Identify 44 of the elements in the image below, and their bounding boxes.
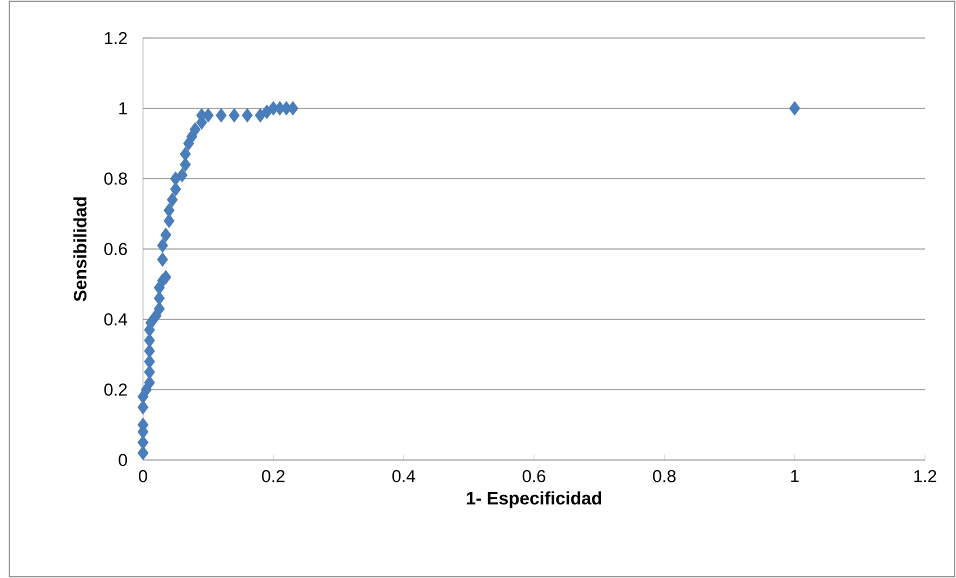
point bbox=[144, 333, 155, 348]
x-tick-label: 1.2 bbox=[914, 470, 936, 482]
point bbox=[138, 446, 148, 460]
x-tick-label: 0.2 bbox=[262, 470, 284, 482]
point bbox=[166, 192, 178, 207]
y-axis-title: Sensibilidad bbox=[73, 197, 87, 302]
point bbox=[164, 214, 175, 228]
point bbox=[144, 354, 155, 369]
point bbox=[157, 252, 168, 267]
x-tick-label: 0.4 bbox=[392, 470, 416, 482]
x-tick-label: 1 bbox=[791, 470, 799, 482]
point bbox=[789, 101, 800, 116]
y-tick-label: 1 bbox=[119, 102, 127, 114]
point bbox=[157, 238, 168, 253]
y-tick-label: 0.6 bbox=[104, 242, 127, 256]
point bbox=[138, 400, 148, 414]
point bbox=[180, 146, 191, 162]
point bbox=[242, 108, 253, 123]
y-tick-label: 0.4 bbox=[104, 313, 128, 326]
point bbox=[228, 108, 240, 123]
point bbox=[202, 108, 214, 123]
point bbox=[144, 375, 155, 390]
point bbox=[216, 108, 227, 123]
y-tick-label: 0.8 bbox=[104, 172, 127, 185]
x-tick-label: 0.6 bbox=[522, 470, 546, 482]
y-tick-label: 0 bbox=[118, 454, 127, 466]
point bbox=[254, 108, 266, 123]
y-tick-label: 1.2 bbox=[104, 32, 127, 44]
point bbox=[144, 344, 155, 358]
point bbox=[144, 364, 155, 380]
point bbox=[154, 302, 165, 316]
x-axis-title: 1- Especificidad bbox=[466, 491, 602, 508]
point bbox=[164, 203, 175, 218]
point bbox=[190, 122, 201, 137]
point bbox=[154, 291, 165, 306]
point bbox=[176, 168, 188, 182]
point bbox=[160, 228, 172, 242]
point bbox=[138, 435, 148, 450]
point bbox=[170, 182, 182, 196]
x-tick-label: 0.8 bbox=[653, 470, 676, 482]
point bbox=[180, 157, 191, 172]
y-tick-label: 0.2 bbox=[104, 384, 127, 396]
x-tick-label: 0 bbox=[138, 470, 148, 482]
point bbox=[261, 104, 272, 120]
